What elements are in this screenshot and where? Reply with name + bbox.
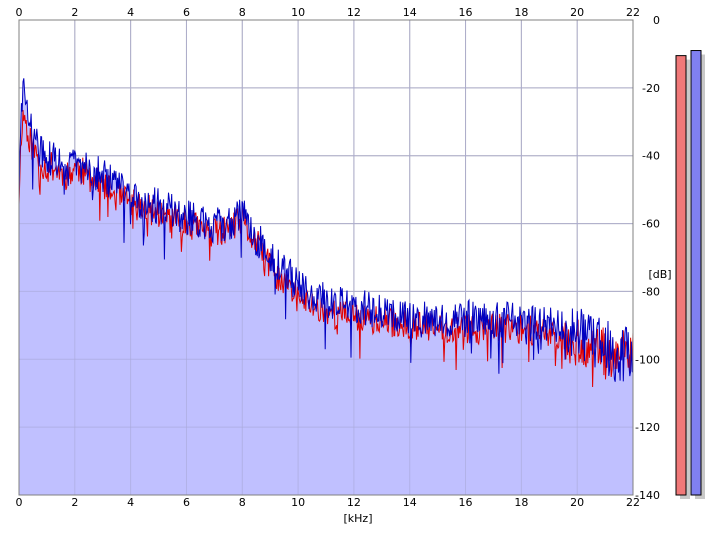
y-tick-labels: 0 -20 -40 -60 -80 -100 -120 -140 [635, 14, 660, 502]
x-tick-label-top-5: 10 [291, 6, 305, 19]
x-tick-label-bottom-8: 16 [459, 496, 473, 509]
x-tick-label-top-3: 6 [183, 6, 190, 19]
y-tick-label-5: -100 [635, 353, 660, 366]
series-layer [18, 78, 634, 388]
x-tick-label-top-8: 16 [459, 6, 473, 19]
y-tick-label-4: -80 [642, 285, 660, 298]
x-tick-label-top-4: 8 [239, 6, 246, 19]
y-tick-label-2: -40 [642, 150, 660, 163]
x-tick-label-top-10: 20 [570, 6, 584, 19]
x-tick-label-bottom-7: 14 [403, 496, 417, 509]
level-meter-bar-0 [675, 55, 687, 496]
y-unit-label: [dB] [648, 268, 671, 281]
x-tick-label-bottom-11: 22 [626, 496, 640, 509]
x-tick-label-top-11: 22 [626, 6, 640, 19]
spectrum-fill-area [19, 78, 633, 496]
x-tick-label-bottom-6: 12 [347, 496, 361, 509]
level-meters [675, 50, 705, 500]
x-tick-label-top-7: 14 [403, 6, 417, 19]
y-tick-label-1: -20 [642, 82, 660, 95]
x-tick-label-bottom-4: 8 [239, 496, 246, 509]
y-tick-label-7: -140 [635, 489, 660, 502]
y-tick-label-0: 0 [653, 14, 660, 27]
x-tick-label-top-9: 18 [514, 6, 528, 19]
x-tick-label-bottom-0: 0 [16, 496, 23, 509]
x-tick-label-bottom-1: 2 [71, 496, 78, 509]
x-tick-label-top-6: 12 [347, 6, 361, 19]
x-tick-label-bottom-3: 6 [183, 496, 190, 509]
plot-frame [18, 19, 634, 496]
x-unit-label: [kHz] [344, 512, 373, 525]
y-tick-label-6: -120 [635, 421, 660, 434]
x-tick-labels-bottom: 0 2 4 6 8 10 12 14 16 18 20 22 [16, 496, 641, 509]
x-tick-label-bottom-5: 10 [291, 496, 305, 509]
x-tick-labels-top: 0 2 4 6 8 10 12 14 16 18 20 22 [16, 6, 641, 19]
x-tick-label-top-0: 0 [16, 6, 23, 19]
x-tick-label-top-2: 4 [127, 6, 134, 19]
series-blue-line [18, 78, 634, 382]
x-tick-label-bottom-2: 4 [127, 496, 134, 509]
x-tick-label-bottom-9: 18 [514, 496, 528, 509]
level-meter-bar-1 [690, 50, 702, 496]
x-tick-label-top-1: 2 [71, 6, 78, 19]
y-tick-label-3: -60 [642, 218, 660, 231]
x-tick-label-bottom-10: 20 [570, 496, 584, 509]
